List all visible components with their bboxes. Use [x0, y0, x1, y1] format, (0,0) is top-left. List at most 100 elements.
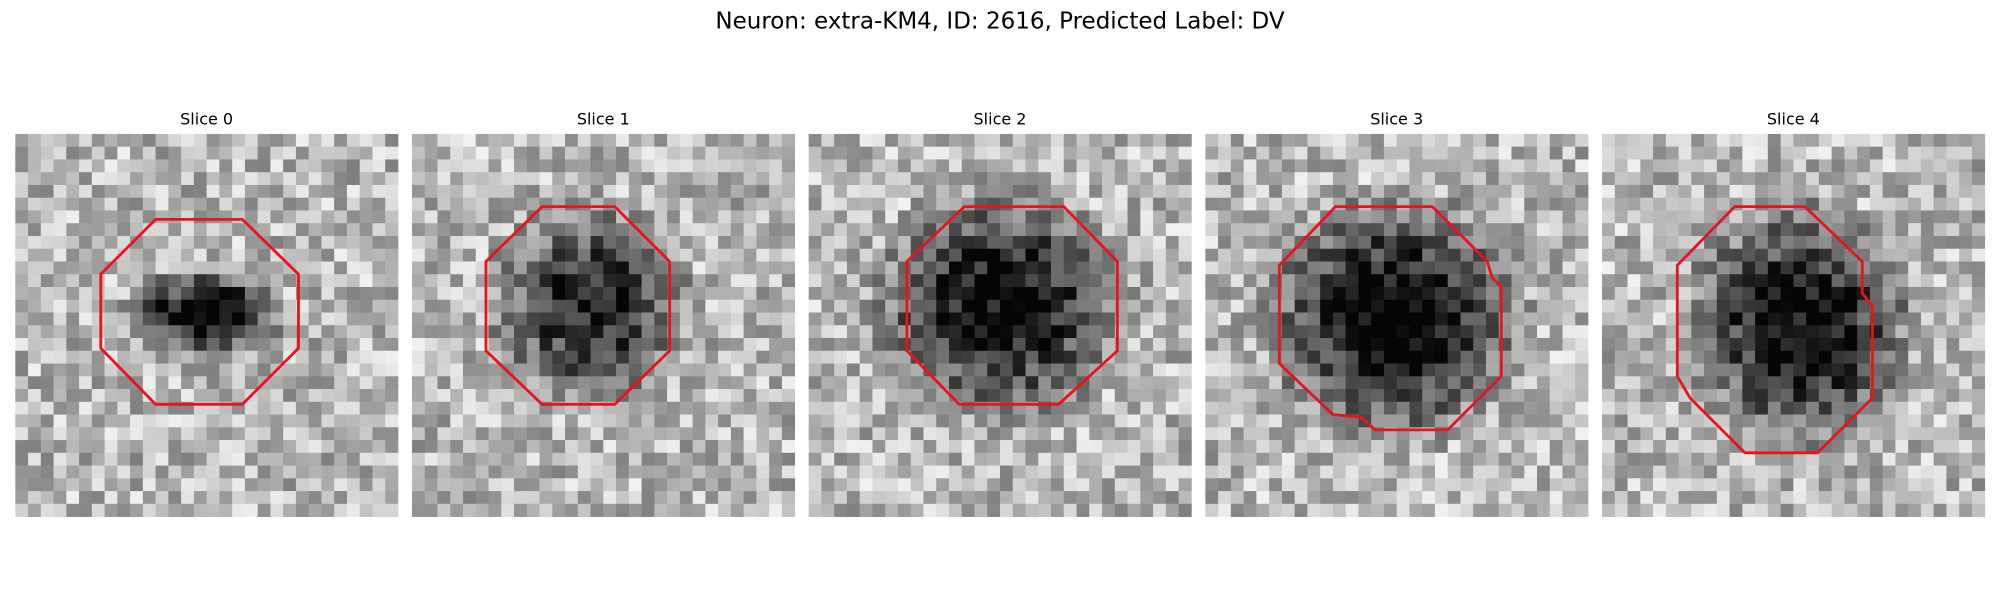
pixel — [181, 491, 195, 505]
pixel — [1536, 223, 1551, 237]
pixel — [1422, 312, 1436, 326]
pixel — [705, 274, 719, 288]
pixel — [1602, 401, 1616, 415]
pixel — [1946, 286, 1960, 301]
pixel — [79, 235, 93, 250]
pixel — [1933, 210, 1947, 224]
pixel — [437, 376, 451, 390]
panel-title: Slice 0 — [180, 109, 233, 128]
pixel — [1102, 159, 1116, 173]
pixel — [117, 184, 131, 199]
pixel — [769, 440, 783, 454]
pixel — [1127, 261, 1141, 275]
pixel — [1704, 465, 1718, 479]
pixel — [308, 427, 322, 441]
pixel — [270, 299, 284, 313]
pixel — [1818, 133, 1833, 148]
pixel — [539, 286, 553, 301]
pixel — [923, 184, 937, 199]
pixel — [91, 440, 105, 454]
pixel — [1345, 248, 1359, 262]
pixel — [1653, 427, 1667, 441]
pixel — [321, 184, 335, 199]
pixel — [1012, 465, 1026, 479]
pixel — [1818, 159, 1833, 173]
pixel — [66, 133, 80, 148]
pixel — [1704, 159, 1718, 173]
pixel — [206, 286, 220, 301]
pixel — [718, 491, 732, 505]
pixel — [1742, 286, 1756, 301]
pixel — [1857, 363, 1871, 377]
pixel — [488, 401, 502, 415]
pixel — [1345, 184, 1359, 199]
pixel — [667, 452, 681, 466]
pixel — [168, 159, 182, 173]
pixel — [334, 197, 348, 211]
pixel — [1447, 338, 1461, 352]
pixel — [628, 338, 642, 352]
pixel — [1831, 146, 1845, 160]
pixel — [424, 503, 438, 517]
pixel — [1218, 389, 1232, 403]
pixel — [910, 478, 924, 492]
pixel — [1371, 376, 1385, 390]
pixel — [1716, 491, 1730, 505]
pixel — [321, 389, 335, 403]
pixel — [372, 440, 386, 454]
pixel — [1869, 159, 1884, 173]
pixel — [295, 503, 310, 517]
pixel — [1409, 478, 1423, 492]
pixel — [885, 299, 899, 313]
pixel — [1665, 235, 1679, 250]
pixel — [283, 503, 297, 517]
pixel — [346, 401, 361, 415]
pixel — [437, 248, 451, 262]
pixel — [1614, 210, 1628, 224]
pixel — [1218, 197, 1232, 211]
pixel — [1383, 363, 1398, 377]
pixel — [1165, 184, 1179, 199]
pixel — [463, 465, 477, 479]
pixel — [1908, 452, 1922, 466]
pixel — [859, 401, 873, 415]
pixel — [1844, 172, 1858, 186]
pixel — [1269, 197, 1283, 211]
pixel — [565, 478, 579, 492]
pixel — [808, 235, 822, 250]
pixel — [1396, 184, 1410, 199]
pixel — [679, 146, 693, 160]
pixel — [616, 376, 630, 390]
pixel — [1447, 401, 1461, 415]
pixel — [1704, 363, 1718, 377]
pixel — [1165, 350, 1179, 364]
pixel — [1716, 350, 1730, 364]
pixel — [1473, 401, 1487, 415]
panel-title: Slice 2 — [974, 109, 1027, 128]
pixel — [1383, 465, 1398, 479]
pixel — [1908, 286, 1922, 301]
pixel — [948, 491, 963, 505]
pixel — [411, 299, 426, 313]
pixel — [181, 452, 195, 466]
pixel — [552, 312, 566, 326]
pixel — [1767, 159, 1781, 173]
pixel — [1882, 184, 1896, 199]
pixel — [730, 350, 745, 364]
pixel — [514, 261, 528, 275]
pixel — [1089, 414, 1103, 428]
pixel — [514, 299, 528, 313]
pixel — [1345, 172, 1359, 186]
pixel — [104, 274, 118, 288]
pixel — [987, 223, 1001, 237]
pixel — [923, 401, 937, 415]
pixel — [334, 133, 348, 148]
pixel — [257, 491, 271, 505]
pixel — [1127, 414, 1141, 428]
pixel — [1422, 376, 1436, 390]
pixel — [1793, 478, 1807, 492]
pixel — [1063, 401, 1077, 415]
pixel — [1485, 286, 1500, 301]
pixel — [450, 427, 464, 441]
pixel — [104, 133, 118, 148]
